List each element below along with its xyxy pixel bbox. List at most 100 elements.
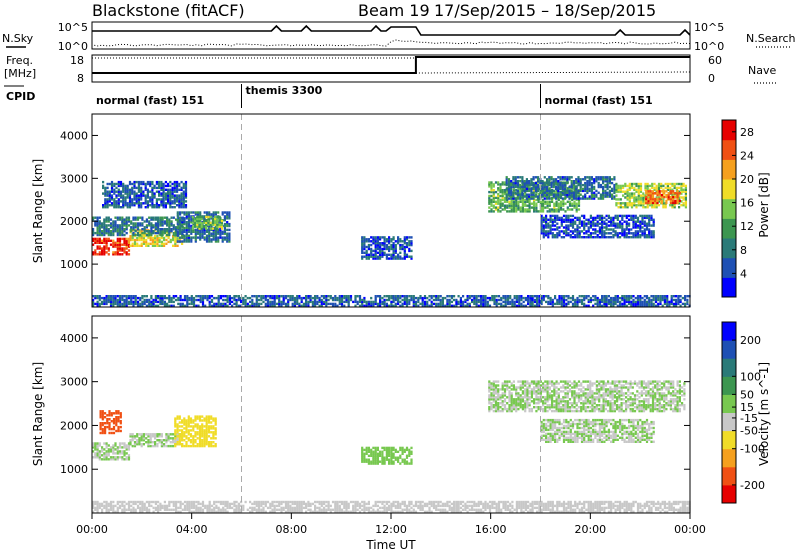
echo-cell [654, 197, 657, 201]
echo-cell [191, 227, 194, 230]
echo-cell [541, 181, 544, 185]
echo-cell [172, 439, 175, 442]
echo-cell [112, 230, 115, 233]
echo-cell [578, 230, 581, 233]
echo-cell [201, 295, 205, 298]
echo-cell [669, 192, 672, 195]
echo-cell [499, 202, 502, 205]
echo-cell [165, 441, 168, 444]
echo-cell [646, 182, 649, 186]
echo-cell [562, 300, 566, 304]
echo-cell [176, 236, 179, 240]
echo-cell [345, 298, 348, 302]
echo-cell [142, 439, 145, 442]
echo-cell [117, 188, 120, 191]
echo-cell [466, 295, 469, 298]
echo-cell [105, 444, 108, 447]
echo-cell [96, 218, 99, 221]
echo-cell [126, 204, 129, 207]
echo-cell [367, 302, 370, 306]
echo-cell [214, 227, 217, 230]
echo-cell [197, 298, 200, 302]
echo-cell [578, 234, 581, 237]
echo-cell [173, 198, 176, 201]
echo-cell [221, 211, 224, 214]
echo-cell [194, 423, 197, 426]
echo-cell [148, 304, 151, 307]
echo-cell [628, 228, 631, 231]
echo-cell [140, 186, 143, 190]
echo-cell [181, 236, 184, 239]
echo-cell [648, 296, 651, 300]
echo-cell [133, 182, 136, 186]
echo-cell [109, 304, 113, 307]
echo-cell [593, 185, 596, 189]
echo-cell [119, 194, 123, 197]
echo-cell [298, 295, 301, 298]
echo-cell [260, 295, 263, 298]
echo-cell [142, 236, 145, 240]
echo-cell [623, 220, 626, 223]
echo-cell [583, 226, 586, 229]
echo-cell [637, 194, 640, 197]
echo-cell [437, 302, 440, 306]
echo-cell [551, 218, 554, 221]
echo-cell [557, 197, 560, 200]
echo-cell [488, 396, 491, 399]
echo-cell [98, 224, 101, 227]
echo-cell [577, 197, 580, 200]
echo-cell [220, 221, 223, 224]
echo-cell [622, 206, 625, 209]
echo-cell [202, 221, 206, 224]
echo-cell [145, 230, 148, 233]
echo-cell [575, 202, 578, 205]
echo-cell [534, 195, 537, 198]
echo-cell [98, 253, 101, 256]
echo-cell [512, 176, 515, 179]
echo-cell [459, 300, 462, 304]
echo-cell [228, 298, 231, 302]
echo-cell [101, 418, 104, 421]
echo-cell [552, 178, 555, 181]
echo-cell [596, 300, 599, 304]
echo-cell [426, 296, 429, 300]
echo-cell [596, 302, 599, 306]
echo-cell [630, 196, 634, 199]
echo-cell [405, 255, 409, 258]
echo-cell [633, 188, 636, 191]
echo-cell [103, 249, 106, 252]
echo-cell [178, 184, 181, 188]
echo-cell [675, 186, 678, 190]
echo-cell [671, 182, 674, 186]
echo-cell [185, 238, 188, 241]
echo-cell [652, 232, 655, 235]
echo-cell [160, 244, 163, 247]
echo-cell [164, 180, 167, 184]
echo-cell [684, 295, 687, 298]
echo-cell [138, 244, 141, 247]
echo-cell [138, 439, 141, 442]
echo-cell [105, 456, 108, 459]
echo-cell [176, 415, 179, 418]
echo-cell [608, 181, 611, 185]
echo-cell [605, 226, 608, 229]
echo-cell [361, 247, 364, 251]
freq-line [92, 56, 690, 74]
echo-cell [537, 176, 540, 179]
echo-cell [521, 185, 524, 189]
echo-cell [568, 185, 571, 189]
echo-cell [141, 302, 144, 306]
echo-cell [604, 178, 607, 181]
echo-cell [579, 180, 582, 183]
echo-cell [581, 195, 585, 198]
echo-cell [530, 181, 533, 185]
echo-cell [546, 210, 549, 213]
echo-cell [648, 234, 651, 237]
echo-cell [621, 224, 624, 227]
echo-cell [376, 245, 379, 249]
echo-cell [525, 183, 528, 187]
echo-cell [92, 251, 95, 254]
echo-cell [428, 298, 431, 302]
echo-cell [117, 204, 120, 207]
echo-cell [672, 201, 675, 205]
